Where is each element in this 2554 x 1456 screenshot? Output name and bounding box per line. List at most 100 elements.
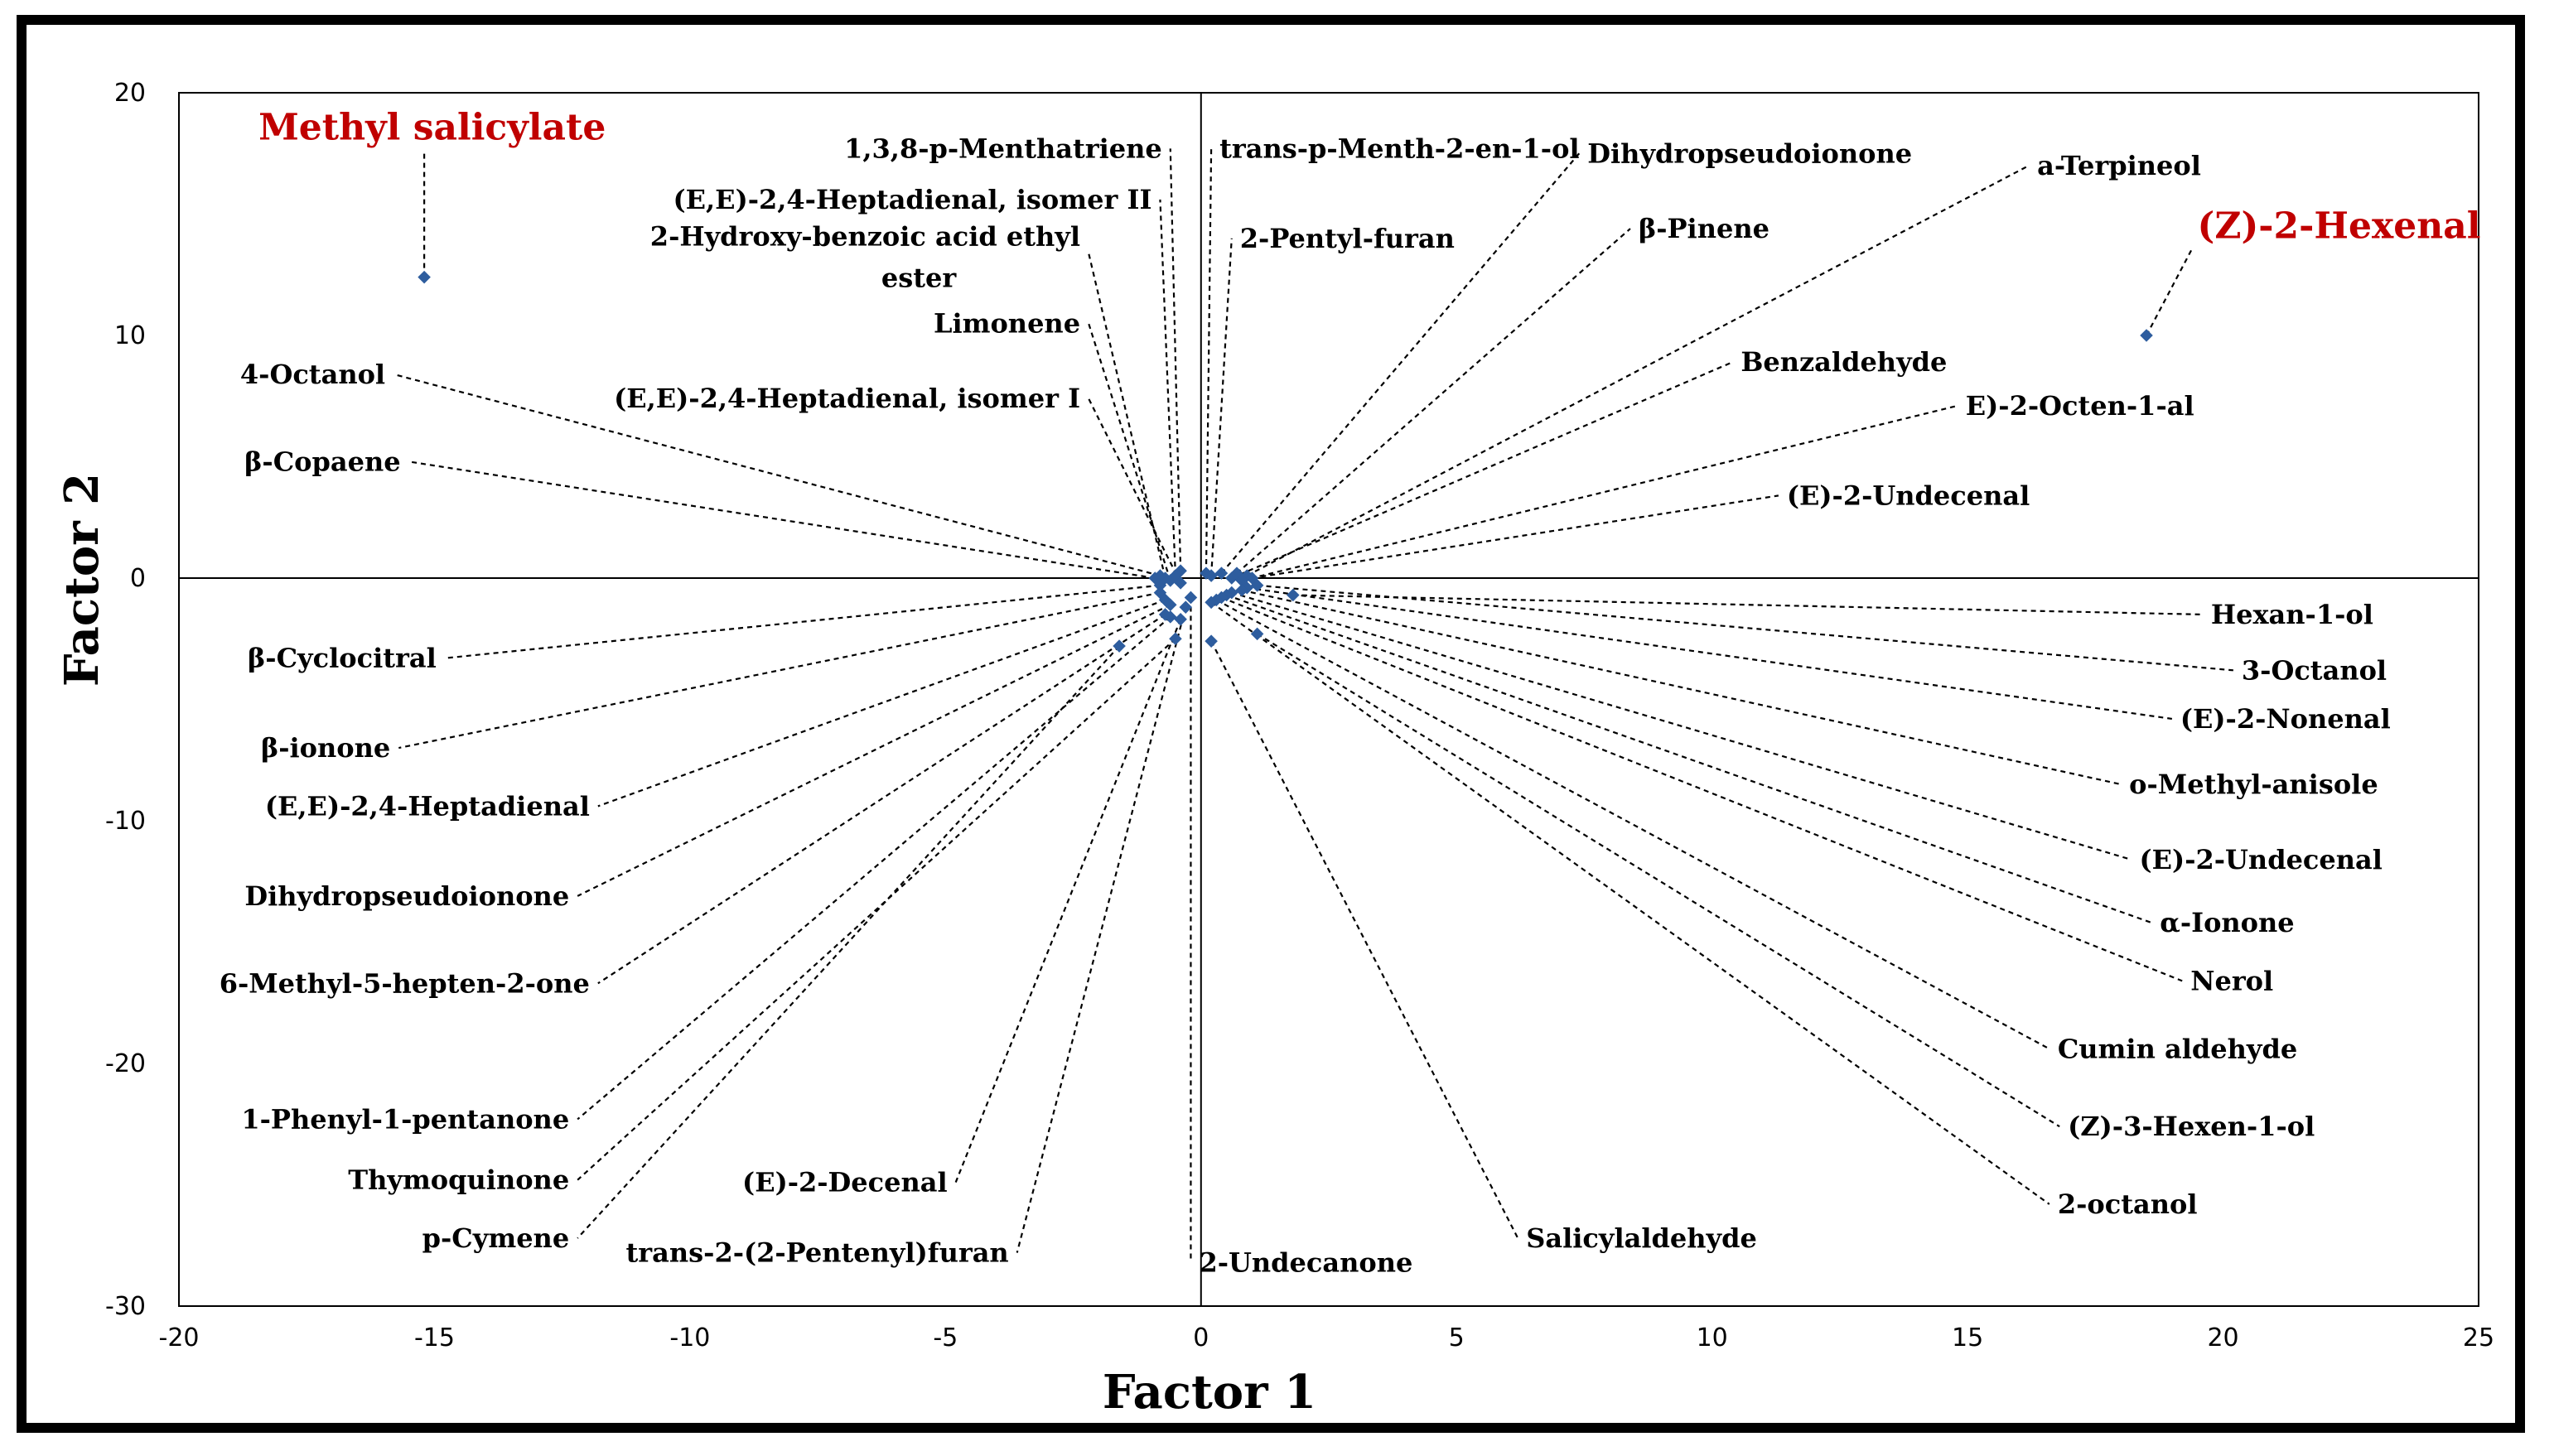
leader-line	[398, 591, 1161, 750]
highlighted-point-label: (Z)-2-Hexenal	[2198, 205, 2481, 248]
chart-frame	[17, 15, 2525, 1433]
point-label: Dihydropseudoionone	[244, 880, 569, 912]
x-tick-label: -5	[933, 1323, 958, 1352]
data-point	[1184, 591, 1198, 605]
leader-line	[1246, 164, 2030, 577]
x-tick-label: -15	[414, 1323, 455, 1352]
leader-line	[954, 619, 1182, 1183]
point-label: Cumin aldehyde	[2058, 1033, 2297, 1064]
data-point	[1250, 579, 1264, 592]
x-tick-label: -20	[159, 1323, 200, 1352]
point-label: 2-Hydroxy-benzoic acid ethyl	[650, 220, 1080, 252]
data-point	[1169, 632, 1182, 646]
leader-line	[1226, 594, 2152, 924]
leader-line	[1210, 238, 1233, 576]
y-axis-title: Factor 2	[55, 473, 109, 687]
point-label: Dihydropseudoionone	[1587, 137, 1912, 169]
data-point	[1179, 600, 1193, 614]
leader-line	[1215, 599, 2050, 1050]
leader-line	[1016, 606, 1187, 1253]
leader-line	[1210, 601, 2050, 1205]
leader-line	[577, 604, 1171, 897]
y-tick-label: 0	[130, 564, 146, 593]
point-label: p-Cymene	[422, 1222, 570, 1254]
point-label: Limonene	[934, 307, 1080, 339]
data-point	[2140, 329, 2153, 342]
point-label: 1,3,8-p-Menthatriene	[844, 133, 1162, 164]
leader-line	[1159, 199, 1177, 576]
leader-line	[1231, 361, 1733, 580]
leader-line	[1247, 586, 2173, 721]
point-label: ester	[881, 262, 958, 293]
point-label: 2-Undecanone	[1199, 1246, 1412, 1278]
leader-line	[1292, 594, 2203, 616]
x-tick-label: -10	[669, 1323, 710, 1352]
point-label: (E)-2-Undecenal	[1787, 480, 2030, 511]
leader-line	[1241, 404, 1958, 581]
point-label: β-ionone	[261, 732, 390, 764]
point-label: β-Copaene	[244, 446, 400, 477]
x-tick-label: 10	[1697, 1323, 1728, 1352]
leader-line	[408, 460, 1156, 580]
leader-line	[1221, 596, 2183, 982]
highlighted-point-label: Methyl salicylate	[258, 106, 606, 148]
data-point	[1205, 595, 1218, 610]
leader-line	[1257, 633, 2060, 1128]
point-label: 2-Pentyl-furan	[1240, 223, 1455, 254]
x-axis-title: Factor 1	[1103, 1365, 1316, 1420]
data-point	[1113, 639, 1126, 653]
leader-line	[1252, 494, 1779, 580]
y-tick-label: 10	[114, 321, 146, 350]
point-label: a-Terpineol	[2037, 150, 2201, 181]
point-label: Thymoquinone	[348, 1164, 569, 1196]
point-label: 6-Methyl-5-hepten-2-one	[220, 967, 590, 999]
leader-line	[1205, 148, 1213, 574]
point-label: Salicylaldehyde	[1526, 1222, 1757, 1254]
point-label: trans-2-(2-Pentenyl)furan	[626, 1237, 1009, 1269]
leader-line	[1210, 640, 1519, 1239]
leader-line	[1169, 148, 1182, 571]
x-tick-label: 25	[2463, 1323, 2494, 1352]
data-point	[1163, 574, 1177, 587]
point-label: β-Cyclocitral	[248, 643, 437, 674]
data-point	[1174, 613, 1187, 626]
point-label: (E)-2-Decenal	[742, 1167, 948, 1198]
leader-line	[1231, 591, 2132, 861]
y-tick-label: -20	[105, 1049, 146, 1078]
x-tick-label: 20	[2207, 1323, 2238, 1352]
point-label: Nerol	[2190, 965, 2273, 996]
y-tick-label: 20	[114, 79, 146, 108]
point-label: 3-Octanol	[2242, 654, 2387, 686]
leader-line	[393, 373, 1161, 577]
leader-line	[2146, 248, 2194, 336]
point-label: (Z)-3-Hexen-1-ol	[2068, 1111, 2315, 1142]
point-label: Hexan-1-ol	[2211, 599, 2373, 630]
x-tick-label: 5	[1449, 1323, 1465, 1352]
point-label: 2-octanol	[2058, 1188, 2198, 1220]
data-point	[418, 270, 431, 284]
data-point	[1163, 610, 1177, 624]
leader-line	[1088, 323, 1171, 581]
x-tick-label: 0	[1193, 1323, 1209, 1352]
point-label: o-Methyl-anisole	[2129, 769, 2378, 800]
data-point	[1214, 566, 1229, 580]
point-label: β-Pinene	[1639, 213, 1769, 244]
y-tick-label: -10	[105, 807, 146, 836]
point-label: (E,E)-2,4-Heptadienal, isomer I	[614, 383, 1080, 414]
point-label: Benzaldehyde	[1740, 346, 1947, 378]
data-point	[1235, 583, 1248, 597]
leader-line	[1236, 228, 1631, 574]
point-label: (E)-2-Undecenal	[2140, 844, 2383, 875]
data-point	[1225, 571, 1238, 585]
leader-line	[1241, 589, 2122, 786]
data-point	[1153, 579, 1167, 592]
point-label: trans-p-Menth-2-en-1-ol	[1219, 133, 1579, 164]
leader-line	[577, 638, 1176, 1181]
point-label: (E,E)-2,4-Heptadienal	[265, 790, 590, 822]
point-label: α-Ionone	[2160, 907, 2294, 938]
leader-line	[577, 645, 1120, 1239]
plot-area	[178, 92, 2479, 1307]
data-point	[1205, 569, 1218, 582]
data-point	[1205, 634, 1218, 648]
